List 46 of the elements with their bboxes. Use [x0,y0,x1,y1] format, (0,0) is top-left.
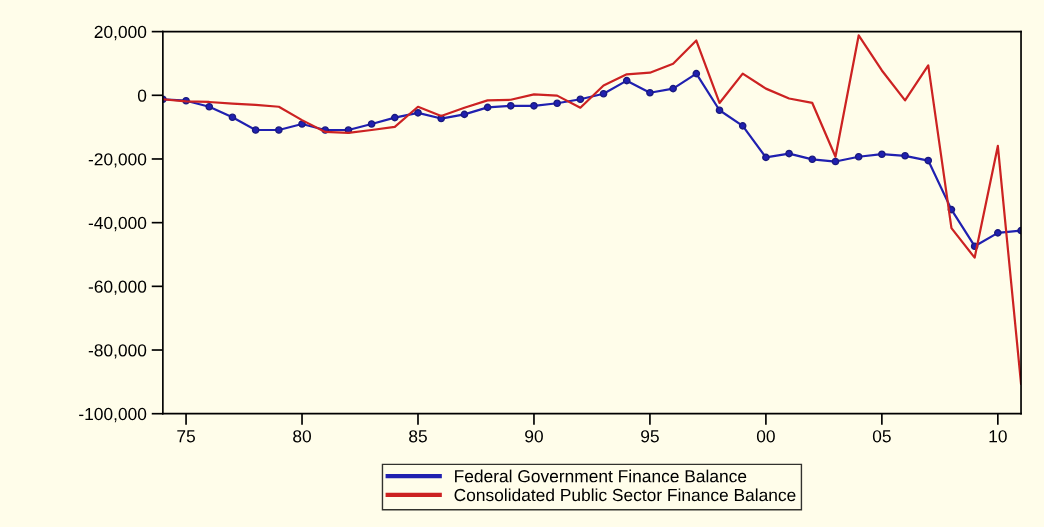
x-tick-label: 80 [293,430,311,443]
point [553,99,561,108]
point [831,157,840,166]
point [599,89,608,98]
point [460,110,469,119]
point [692,69,701,78]
y-tick-label: -60,000 [88,280,147,295]
x-tick-label: 05 [872,430,891,443]
point [878,150,886,159]
legend-label: Consolidated Public Sector Finance Balance [454,488,796,502]
point [994,229,1002,237]
point [228,113,237,122]
legend-label: Federal Government Finance Balance [455,469,747,483]
point [785,149,793,158]
x-tick-label: 75 [177,430,195,443]
point [924,156,933,165]
x-tick-label: 00 [756,430,775,443]
point [576,95,585,104]
x-tick-label: 10 [989,430,1007,443]
x-tick-label: 90 [525,430,543,443]
point [506,101,515,110]
point [414,108,422,117]
y-tick-label: -80,000 [88,344,147,359]
y-tick-label: -40,000 [88,216,147,232]
x-tick-label: 85 [409,430,427,443]
point [275,126,283,134]
point [854,152,863,161]
point [205,102,214,111]
x-tick-label: 95 [641,430,659,443]
point [390,113,399,122]
y-tick-label: -100,000 [79,407,147,423]
point [808,155,817,164]
y-tick-label: -20,000 [88,153,147,168]
point [901,151,909,160]
point [483,103,492,112]
point [738,122,747,130]
point [762,153,770,162]
point [367,120,376,128]
point [530,101,538,110]
point [646,88,654,97]
point [622,76,631,85]
point [669,84,677,93]
point [251,126,260,134]
point [715,106,724,115]
y-tick-label: 0 [137,89,147,102]
y-tick-label: 20,000 [94,25,147,41]
